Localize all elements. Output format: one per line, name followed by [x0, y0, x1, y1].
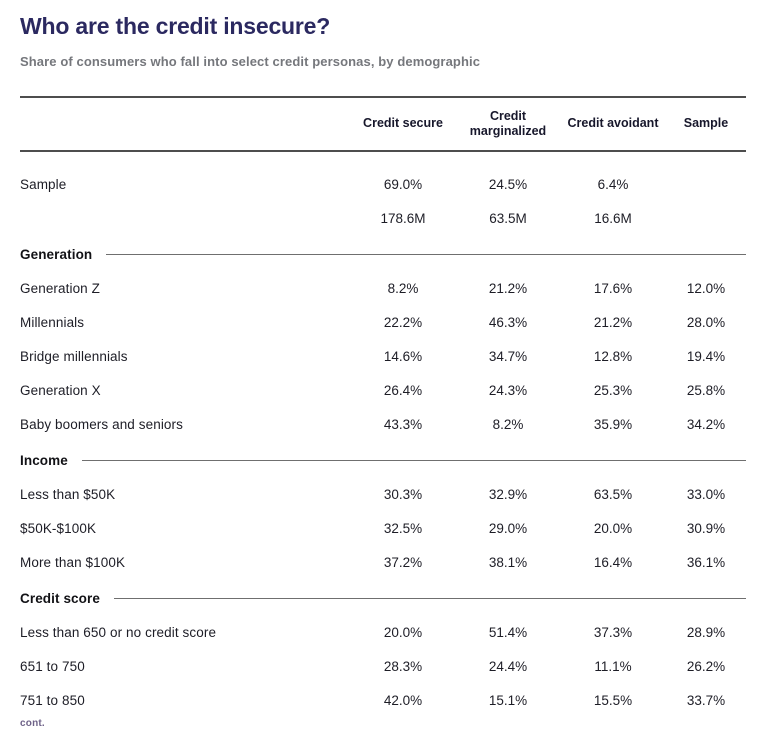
cell-value: 32.5%	[383, 521, 423, 537]
cell-value: 28.3%	[383, 659, 423, 675]
cell-value: 38.1%	[488, 555, 528, 571]
cell-value: 12.8%	[593, 349, 633, 365]
cell-value: 17.6%	[593, 281, 633, 297]
table-row: Generation X 26.4% 24.3% 25.3% 25.8%	[20, 374, 746, 408]
section-header: Generation	[20, 238, 746, 272]
cell-value: 29.0%	[488, 521, 528, 537]
cell-value: 8.2%	[387, 281, 419, 297]
cell-value: 24.4%	[488, 659, 528, 675]
table-row: More than $100K 37.2% 38.1% 16.4% 36.1%	[20, 546, 746, 580]
table-row: Millennials 22.2% 46.3% 21.2% 28.0%	[20, 306, 746, 340]
cell-value: 20.0%	[593, 521, 633, 537]
page-subtitle: Share of consumers who fall into select …	[20, 53, 481, 69]
row-label: More than $100K	[20, 555, 126, 571]
row-label: Sample	[20, 177, 67, 193]
cell-value: 30.3%	[383, 487, 423, 503]
table-row: 651 to 750 28.3% 24.4% 11.1% 26.2%	[20, 650, 746, 684]
row-label: 751 to 850	[20, 693, 85, 709]
header-divider	[20, 149, 746, 152]
cell-value: 42.0%	[383, 693, 423, 709]
section-divider-line	[81, 460, 746, 462]
column-header-credit-avoidant: Credit avoidant	[567, 116, 659, 131]
table-body: Sample 69.0% 24.5% 6.4% 178.6M 63.5M 16.6M Gene…	[20, 168, 746, 718]
cell-value: 34.7%	[488, 349, 528, 365]
cell-value: 15.1%	[488, 693, 528, 709]
cell-value: 19.4%	[686, 349, 726, 365]
table-row: 751 to 850 42.0% 15.1% 15.5% 33.7%	[20, 684, 746, 718]
cell-value: 21.2%	[488, 281, 528, 297]
cell-value: 51.4%	[488, 625, 528, 641]
section-title: Generation	[20, 247, 93, 263]
cell-value: 12.0%	[686, 281, 726, 297]
section-title: Income	[20, 453, 68, 469]
cell-value: 63.5%	[593, 487, 633, 503]
row-label: Baby boomers and seniors	[20, 417, 183, 433]
table-row: Less than 650 or no credit score 20.0% 51.…	[20, 616, 746, 650]
cell-value: 26.4%	[383, 383, 423, 399]
cell-value: 11.1%	[594, 659, 632, 675]
cell-value: 37.2%	[383, 555, 423, 571]
cell-value: 25.8%	[686, 383, 726, 399]
row-label: $50K-$100K	[20, 521, 97, 537]
cell-value: 16.6M	[594, 211, 632, 227]
cell-value: 36.1%	[686, 555, 726, 571]
cell-value: 24.3%	[488, 383, 528, 399]
cell-value: 28.9%	[686, 625, 726, 641]
table-header-row: Credit secure Credit marginalized Credit…	[20, 98, 746, 150]
table-row: Generation Z 8.2% 21.2% 17.6% 12.0%	[20, 272, 746, 306]
cell-value: 34.2%	[686, 417, 726, 433]
cell-value: 37.3%	[593, 625, 633, 641]
cell-value: 25.3%	[593, 383, 633, 399]
cell-value: 69.0%	[383, 177, 423, 193]
cell-value: 16.4%	[593, 555, 633, 571]
table-row: 178.6M 63.5M 16.6M	[20, 202, 746, 236]
cell-value: 63.5M	[489, 211, 527, 227]
cell-value: 46.3%	[488, 315, 528, 331]
cell-value: 30.9%	[686, 521, 726, 537]
section-divider-line	[113, 598, 746, 600]
section-header: Credit score	[20, 582, 746, 616]
row-label: Millennials	[20, 315, 85, 331]
row-label: Less than 650 or no credit score	[20, 625, 217, 641]
cell-value: 20.0%	[383, 625, 423, 641]
cell-value: 35.9%	[593, 417, 633, 433]
cell-value: 33.7%	[686, 693, 726, 709]
table-row: Baby boomers and seniors 43.3% 8.2% 35.9% 34…	[20, 408, 746, 442]
section-header: Income	[20, 444, 746, 478]
table-row: Less than $50K 30.3% 32.9% 63.5% 33.0%	[20, 478, 746, 512]
cell-value: 8.2%	[492, 417, 524, 433]
row-label: 651 to 750	[20, 659, 85, 675]
column-header-sample: Sample	[683, 116, 729, 131]
cell-value: 32.9%	[488, 487, 528, 503]
cell-value: 15.5%	[593, 693, 633, 709]
cell-value: 178.6M	[380, 211, 426, 227]
row-label: Generation Z	[20, 281, 100, 297]
row-label: Bridge millennials	[20, 349, 128, 365]
column-header-credit-secure: Credit secure	[363, 116, 443, 131]
row-label: Less than $50K	[20, 487, 116, 503]
cell-value: 6.4%	[597, 177, 629, 193]
continuation-note: cont.	[20, 717, 45, 729]
table-row: $50K-$100K 32.5% 29.0% 20.0% 30.9%	[20, 512, 746, 546]
cell-value: 22.2%	[383, 315, 423, 331]
section-divider-line	[106, 254, 746, 256]
section-title: Credit score	[20, 591, 100, 607]
cell-value: 26.2%	[686, 659, 726, 675]
cell-value: 14.6%	[383, 349, 423, 365]
column-header-credit-marginalized: Credit marginalized	[469, 108, 547, 138]
table-row: Bridge millennials 14.6% 34.7% 12.8% 19.4%	[20, 340, 746, 374]
cell-value: 24.5%	[488, 177, 528, 193]
cell-value: 28.0%	[686, 315, 726, 331]
page-title: Who are the credit insecure?	[20, 13, 331, 39]
row-label: Generation X	[20, 383, 101, 399]
cell-value: 33.0%	[686, 487, 726, 503]
top-divider	[20, 95, 746, 98]
cell-value: 21.2%	[593, 315, 633, 331]
cell-value: 43.3%	[383, 417, 423, 433]
table-row: Sample 69.0% 24.5% 6.4%	[20, 168, 746, 202]
